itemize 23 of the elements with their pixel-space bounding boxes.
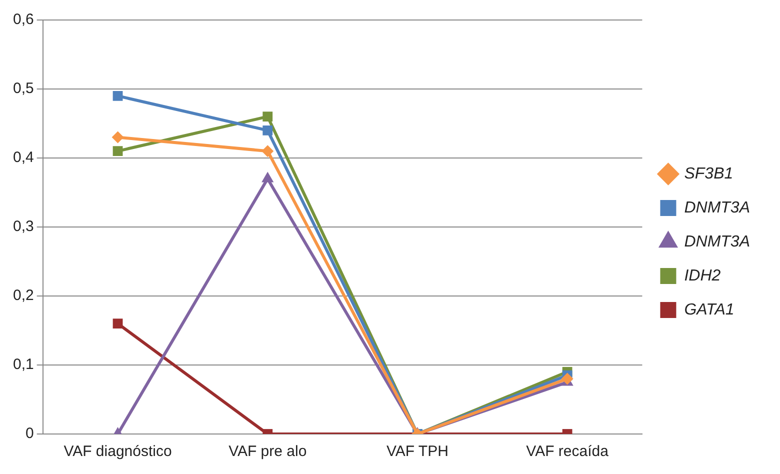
point <box>112 146 123 156</box>
y-tick-label: 0,6 <box>12 11 34 28</box>
y-tick-label: 0,1 <box>12 356 34 374</box>
x-tick-label: VAF diagnóstico <box>64 443 172 460</box>
point <box>262 112 273 122</box>
y-tick-label: 0,3 <box>12 218 34 236</box>
y-tick-label: 0,4 <box>12 149 34 166</box>
x-tick-label: VAF TPH <box>386 443 448 460</box>
point <box>262 125 273 136</box>
legend-label: IDH2 <box>684 267 721 284</box>
legend-label: DNMT3A <box>684 199 750 216</box>
x-tick-label: VAF recaída <box>526 443 610 460</box>
legend-label: SF3B1 <box>684 165 734 182</box>
point <box>262 145 274 158</box>
legend-label: DNMT3A <box>684 233 750 250</box>
point <box>112 90 123 101</box>
y-tick-label: 0,5 <box>12 80 34 98</box>
point <box>112 131 124 144</box>
legend-label: GATA1 <box>684 301 734 318</box>
x-tick-label: VAF pre alo <box>228 443 307 460</box>
y-tick-label: 0,2 <box>12 287 34 304</box>
y-tick-label: 0 <box>26 425 34 442</box>
point <box>262 172 274 182</box>
